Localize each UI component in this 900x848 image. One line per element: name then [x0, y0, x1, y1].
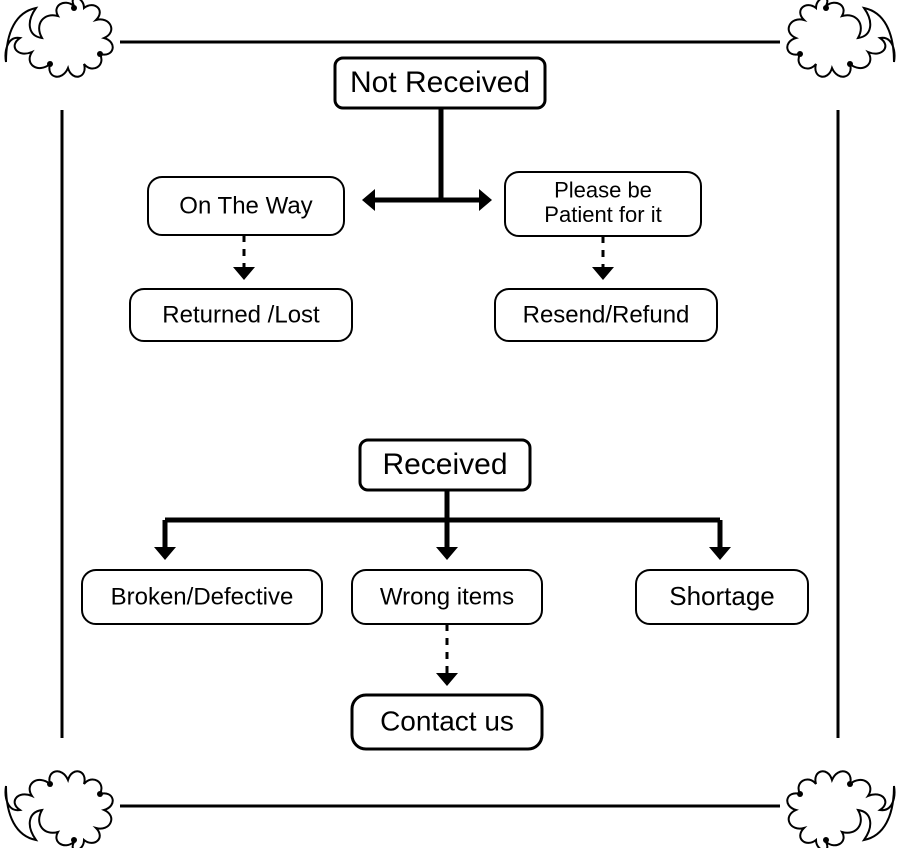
- arrowhead-right: [479, 189, 492, 211]
- node-please-patient-label-1: Patient for it: [544, 202, 661, 227]
- node-broken: Broken/Defective: [82, 570, 322, 624]
- arrowhead-down: [436, 547, 458, 560]
- arrowhead-down: [436, 673, 458, 686]
- node-resend-refund-label: Resend/Refund: [523, 301, 690, 328]
- node-received: Received: [360, 440, 530, 490]
- arrowhead-down: [709, 547, 731, 560]
- node-resend-refund: Resend/Refund: [495, 289, 717, 341]
- corner-ornament-br: [780, 738, 900, 848]
- corner-ornament-bl: [0, 738, 120, 848]
- arrowhead-down: [233, 267, 255, 280]
- node-shortage: Shortage: [636, 570, 808, 624]
- corner-ornament-tl: [0, 0, 120, 110]
- arrowhead-down: [592, 267, 614, 280]
- node-shortage-label: Shortage: [669, 581, 775, 611]
- node-returned-lost: Returned /Lost: [130, 289, 352, 341]
- frame-border: [62, 42, 838, 806]
- node-received-label: Received: [382, 448, 507, 481]
- arrowhead-left: [362, 189, 375, 211]
- node-returned-lost-label: Returned /Lost: [162, 301, 320, 328]
- node-please-patient: Please bePatient for it: [505, 172, 701, 236]
- node-on-the-way-label: On The Way: [179, 192, 312, 219]
- node-wrong-items-label: Wrong items: [380, 583, 514, 610]
- node-contact-us-label: Contact us: [380, 705, 514, 736]
- corner-ornament-tr: [780, 0, 900, 110]
- node-contact-us: Contact us: [352, 695, 542, 749]
- flowchart-diagram: Not Received On The Way Please bePatient f…: [0, 0, 900, 848]
- node-please-patient-label-0: Please be: [554, 178, 652, 203]
- arrowhead-down: [154, 547, 176, 560]
- node-wrong-items: Wrong items: [352, 570, 542, 624]
- node-on-the-way: On The Way: [148, 177, 344, 235]
- node-not-received: Not Received: [335, 58, 545, 108]
- node-not-received-label: Not Received: [350, 66, 530, 99]
- node-broken-label: Broken/Defective: [111, 583, 294, 610]
